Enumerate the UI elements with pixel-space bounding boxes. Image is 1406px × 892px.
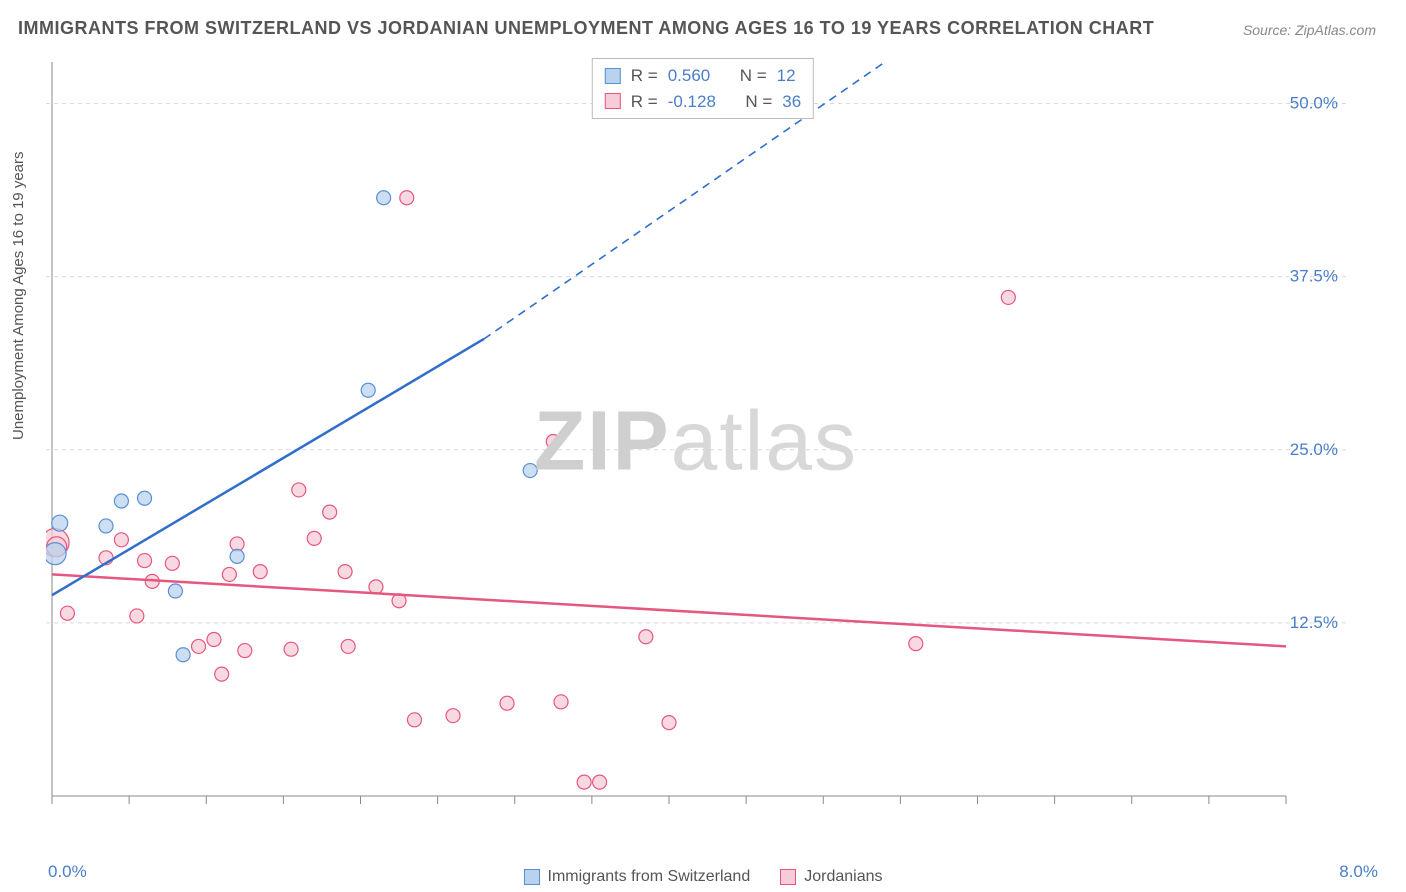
x-axis-min: 0.0%	[48, 862, 87, 882]
stat-value-r-1: 0.560	[668, 63, 711, 89]
stats-legend: R = 0.560 N = 12 R = -0.128 N = 36	[592, 58, 814, 119]
svg-text:12.5%: 12.5%	[1290, 613, 1338, 632]
stat-label-r: R =	[631, 63, 658, 89]
swatch-series-2	[605, 93, 621, 109]
legend-swatch-2	[780, 869, 796, 885]
stat-label-r: R =	[631, 89, 658, 115]
scatter-plot: 12.5%25.0%37.5%50.0% ZIPatlas	[46, 56, 1346, 826]
svg-text:25.0%: 25.0%	[1290, 440, 1338, 459]
y-axis-label: Unemployment Among Ages 16 to 19 years	[10, 151, 27, 440]
source-attribution: Source: ZipAtlas.com	[1243, 22, 1376, 38]
legend-label-1: Immigrants from Switzerland	[548, 868, 751, 886]
stats-row-series-2: R = -0.128 N = 36	[605, 89, 801, 115]
legend-label-2: Jordanians	[804, 868, 882, 886]
legend-item-series-2: Jordanians	[780, 868, 882, 886]
x-axis-max: 8.0%	[1339, 862, 1378, 882]
chart-canvas: 12.5% 25.0% 37.5% 50.0%	[46, 56, 1346, 826]
stat-value-n-2: 36	[782, 89, 801, 115]
x-axis-legend: Immigrants from Switzerland Jordanians	[0, 868, 1406, 886]
chart-title: IMMIGRANTS FROM SWITZERLAND VS JORDANIAN…	[18, 18, 1154, 39]
legend-swatch-1	[524, 869, 540, 885]
stat-value-n-1: 12	[777, 63, 796, 89]
stat-label-n: N =	[745, 89, 772, 115]
svg-text:50.0%: 50.0%	[1290, 94, 1338, 113]
swatch-series-1	[605, 68, 621, 84]
legend-item-series-1: Immigrants from Switzerland	[524, 868, 751, 886]
stats-row-series-1: R = 0.560 N = 12	[605, 63, 801, 89]
stat-value-r-2: -0.128	[668, 89, 716, 115]
svg-text:37.5%: 37.5%	[1290, 267, 1338, 286]
stat-label-n: N =	[740, 63, 767, 89]
